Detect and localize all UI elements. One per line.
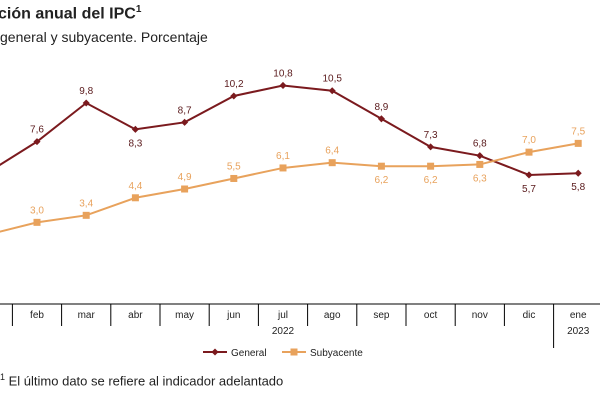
point-general-jun <box>230 92 238 100</box>
data-label-subyacente-mar: 3,4 <box>79 198 93 209</box>
data-label-general-abr: 8,3 <box>128 138 142 149</box>
data-label-general-dic: 5,7 <box>522 184 536 195</box>
legend-marker-general <box>211 348 219 356</box>
data-label-subyacente-nov: 6,3 <box>473 173 487 184</box>
point-general-abr <box>131 125 139 133</box>
x-tick-label-dic: dic <box>523 310 536 321</box>
point-subyacente-jul <box>279 164 287 172</box>
point-subyacente-jun <box>230 174 238 182</box>
chart-title: ción anual del IPC1 <box>0 4 141 23</box>
point-general-nov <box>476 152 484 160</box>
point-general-dic <box>525 171 533 179</box>
point-general-feb <box>33 138 41 146</box>
data-label-general-jun: 10,2 <box>224 79 244 90</box>
x-tick-label-ene: ene <box>570 310 587 321</box>
footnote-marker: 1 <box>0 372 6 382</box>
year-label-2023: 2023 <box>567 326 590 337</box>
chart-subtitle: general y subyacente. Porcentaje <box>0 29 208 45</box>
x-tick-label-ago: ago <box>324 310 341 321</box>
point-subyacente-oct <box>427 162 435 170</box>
point-subyacente-nov <box>476 160 484 168</box>
data-label-subyacente-oct: 6,2 <box>424 175 438 186</box>
point-subyacente-ene <box>574 139 582 147</box>
x-tick-label-mar: mar <box>78 310 96 321</box>
point-subyacente-ago <box>328 159 336 167</box>
legend-label-general: General <box>231 348 267 359</box>
data-label-subyacente-ene: 7,5 <box>571 126 585 137</box>
data-label-general-mar: 9,8 <box>79 86 93 97</box>
data-label-general-nov: 6,8 <box>473 139 487 150</box>
point-general-oct <box>427 143 435 151</box>
x-tick-label-abr: abr <box>128 310 143 321</box>
data-label-general-jul: 10,8 <box>273 68 293 79</box>
point-subyacente-mar <box>82 211 90 219</box>
data-label-subyacente-jul: 6,1 <box>276 151 290 162</box>
point-general-may <box>181 118 189 126</box>
data-label-subyacente-abr: 4,4 <box>128 181 142 192</box>
data-label-general-oct: 7,3 <box>424 130 438 141</box>
x-tick-label-jun: jun <box>226 310 240 321</box>
data-label-general-feb: 7,6 <box>30 125 44 136</box>
data-label-subyacente-may: 4,9 <box>178 172 192 183</box>
point-subyacente-feb <box>33 218 41 226</box>
point-general-ene <box>574 169 582 177</box>
data-label-subyacente-jun: 5,5 <box>227 161 241 172</box>
data-label-subyacente-ago: 6,4 <box>325 146 339 157</box>
point-general-mar <box>82 99 90 107</box>
point-general-jul <box>279 81 287 89</box>
footnote: 1 El último dato se refiere al indicador… <box>0 372 283 388</box>
data-label-subyacente-feb: 3,0 <box>30 205 44 216</box>
data-label-general-may: 8,7 <box>178 105 192 116</box>
x-tick-label-may: may <box>175 310 194 321</box>
point-subyacente-sep <box>377 162 385 170</box>
data-label-subyacente-dic: 7,0 <box>522 135 536 146</box>
year-label-2022: 2022 <box>272 326 295 337</box>
x-tick-label-oct: oct <box>424 310 438 321</box>
data-label-subyacente-sep: 6,2 <box>374 175 388 186</box>
footnote-text: El último dato se refiere al indicador a… <box>8 373 284 389</box>
title-footnote-marker: 1 <box>135 4 142 15</box>
legend-label-subyacente: Subyacente <box>310 348 363 359</box>
chart-title-text: ción anual del IPC <box>0 5 136 23</box>
x-tick-label-sep: sep <box>373 310 390 321</box>
x-tick-label-jul: jul <box>277 310 288 321</box>
point-subyacente-may <box>181 185 189 193</box>
point-general-sep <box>377 115 385 123</box>
x-tick-label-feb: feb <box>30 310 44 321</box>
point-general-ago <box>328 87 336 95</box>
data-label-general-ene: 5,8 <box>571 182 585 193</box>
x-tick-label-nov: nov <box>472 310 488 321</box>
point-subyacente-dic <box>525 148 533 156</box>
legend-marker-subyacente <box>290 348 298 356</box>
data-label-general-sep: 8,9 <box>374 102 388 113</box>
data-label-general-ago: 10,5 <box>322 74 342 85</box>
point-subyacente-abr <box>131 194 139 202</box>
